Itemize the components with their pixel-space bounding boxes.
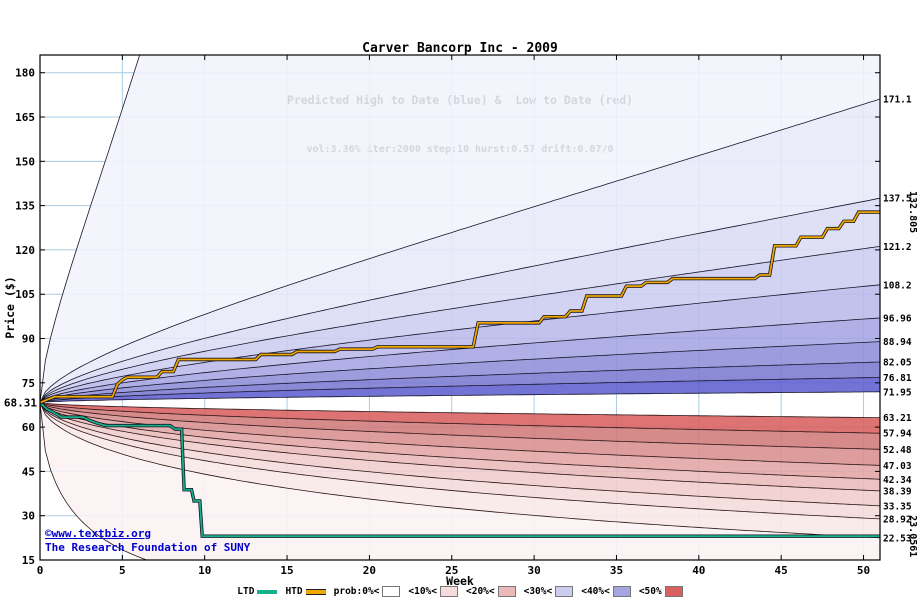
x-axis-title: Week: [446, 574, 474, 588]
curve-end-label: 108.2: [883, 280, 912, 291]
chart-title: Carver Bancorp Inc - 2009: [362, 41, 558, 56]
y-tick-label: 30: [22, 510, 35, 523]
ltd-line-swatch: [257, 589, 278, 594]
x-tick-label: 5: [119, 564, 126, 577]
prob-swatch-0: [382, 586, 401, 597]
prob-swatch-4: [612, 586, 631, 597]
curve-end-label: 63.21: [883, 413, 912, 424]
legend-item-prob-0: prob:0%<: [334, 586, 401, 597]
x-tick-label: 0: [37, 564, 44, 577]
legend-item-ltd-label: LTD: [237, 586, 255, 597]
legend-item-prob-5: <50%: [639, 586, 683, 597]
curve-end-label: 96.96: [883, 313, 912, 324]
x-tick-label: 25: [445, 564, 458, 577]
prob-swatch-3: [555, 586, 574, 597]
curve-end-label: 47.03: [883, 461, 912, 472]
y-tick-label: 45: [22, 465, 35, 478]
y-tick-label: 165: [15, 111, 35, 124]
curve-end-label: 171.1: [883, 95, 912, 106]
curve-end-label: 42.34: [883, 475, 912, 486]
legend: LTD HTD prob:0%< <10%< <20%< <30%< <40%< <50%: [0, 586, 920, 597]
x-tick-label: 50: [857, 564, 870, 577]
y-tick-label: 150: [15, 155, 35, 168]
prob-swatch-2: [497, 586, 516, 597]
y-tick-label: 75: [22, 377, 35, 390]
curve-end-label: 82.05: [883, 357, 912, 368]
legend-item-ltd: LTD: [237, 586, 278, 597]
watermark-link[interactable]: ©www.textbiz.org: [45, 527, 151, 540]
curve-end-label: 137.5: [883, 194, 912, 205]
curve-end-label: 76.81: [883, 373, 912, 384]
ltd-final-label: 23.0561: [907, 515, 918, 557]
start-price-label: 68.31: [4, 397, 37, 410]
curve-end-label: 28.92: [883, 514, 912, 525]
y-tick-label: 120: [15, 244, 35, 257]
curve-end-label: 57.94: [883, 429, 912, 440]
legend-item-prob-4-label: <40%<: [581, 586, 610, 597]
prob-swatch-5: [664, 586, 683, 597]
curve-end-label: 38.39: [883, 486, 912, 497]
y-tick-label: 60: [22, 421, 35, 434]
legend-item-prob-3: <30%<: [524, 586, 574, 597]
x-tick-label: 20: [363, 564, 376, 577]
legend-item-prob-2: <20%<: [466, 586, 516, 597]
curve-end-label: 52.48: [883, 445, 912, 456]
legend-item-prob-4: <40%<: [581, 586, 631, 597]
legend-item-prob-2-label: <20%<: [466, 586, 495, 597]
x-tick-label: 10: [198, 564, 211, 577]
y-tick-label: 105: [15, 288, 35, 301]
curve-end-label: 121.2: [883, 242, 912, 253]
htd-final-label: 132.805: [907, 191, 918, 233]
y-tick-label: 180: [15, 67, 35, 80]
legend-item-prob-1-label: <10%<: [408, 586, 437, 597]
x-tick-label: 30: [527, 564, 540, 577]
watermark: ©www.textbiz.org The Research Foundation…: [45, 527, 250, 554]
htd-line-swatch: [305, 588, 326, 595]
legend-item-htd-label: HTD: [285, 586, 303, 597]
prob-swatch-1: [440, 586, 458, 597]
curve-end-label: 22.53: [883, 533, 912, 544]
y-tick-label: 135: [15, 200, 35, 213]
legend-item-prob-3-label: <30%<: [523, 586, 553, 597]
legend-item-prob-5-label: <50%: [638, 586, 662, 597]
y-tick-label: 90: [22, 333, 35, 346]
y-tick-label: 15: [22, 554, 35, 567]
x-tick-label: 35: [610, 564, 623, 577]
watermark-org: The Research Foundation of SUNY: [45, 540, 251, 554]
legend-item-prob-1: <10%<: [408, 586, 458, 597]
x-tick-label: 40: [692, 564, 705, 577]
curve-end-label: 33.35: [883, 501, 912, 512]
curve-end-label: 71.95: [883, 387, 912, 398]
legend-item-htd: HTD: [285, 586, 326, 597]
y-axis-title: Price ($): [3, 276, 17, 338]
x-tick-label: 45: [775, 564, 788, 577]
legend-item-prob-0-label: prob:0%<: [333, 586, 380, 597]
x-tick-label: 15: [280, 564, 293, 577]
curve-end-label: 88.94: [883, 337, 912, 348]
